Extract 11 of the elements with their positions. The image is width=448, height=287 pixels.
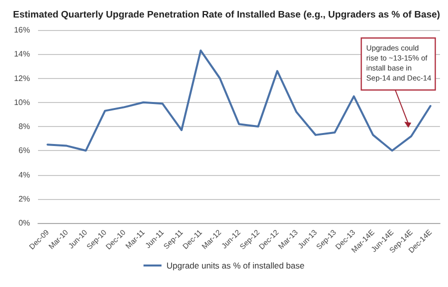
- chart-title: Estimated Quarterly Upgrade Penetration Rate of Installed Base (e.g., Upgraders as % of Base): [13, 10, 440, 20]
- y-tick-label: 0%: [18, 218, 30, 228]
- y-tick-label: 4%: [18, 170, 30, 180]
- y-tick-label: 16%: [14, 26, 30, 34]
- y-tick-label: 10%: [14, 98, 30, 107]
- legend-label: Upgrade units as % of installed base: [166, 260, 305, 270]
- y-tick-label: 2%: [18, 194, 30, 204]
- y-tick-label: 8%: [18, 122, 30, 131]
- y-tick-label: 6%: [18, 146, 30, 156]
- y-tick-label: 14%: [14, 50, 30, 59]
- y-tick-label: 12%: [14, 74, 30, 83]
